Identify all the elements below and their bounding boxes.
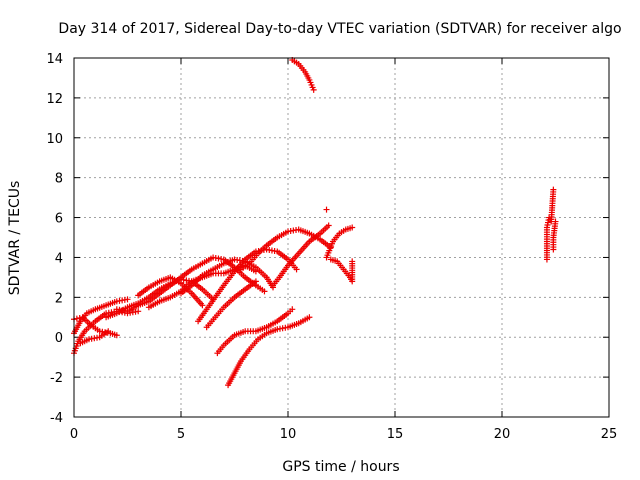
data-point bbox=[552, 218, 559, 225]
x-tick-label: 10 bbox=[280, 427, 297, 442]
data-points bbox=[71, 56, 559, 389]
data-point bbox=[135, 308, 142, 315]
series-track-19 bbox=[543, 186, 559, 263]
x-tick-label: 25 bbox=[601, 427, 618, 442]
y-tick-label: -4 bbox=[50, 411, 63, 426]
y-tick-label: 0 bbox=[55, 331, 63, 346]
data-point bbox=[349, 224, 356, 231]
x-tick-label: 20 bbox=[494, 427, 511, 442]
y-tick-label: 8 bbox=[55, 172, 63, 187]
series-track-12 bbox=[214, 306, 296, 357]
data-point bbox=[124, 296, 131, 303]
series-track-16 bbox=[289, 56, 317, 93]
series-track-13 bbox=[225, 314, 313, 389]
y-tick-label: 6 bbox=[55, 212, 63, 227]
data-point bbox=[261, 288, 268, 295]
y-tick-label: 12 bbox=[46, 92, 63, 107]
series-track-15 bbox=[270, 222, 332, 289]
data-point bbox=[105, 328, 112, 335]
series-track-10 bbox=[195, 246, 300, 325]
plot-frame bbox=[73, 57, 610, 418]
data-point bbox=[306, 314, 313, 321]
data-point bbox=[252, 278, 259, 285]
data-point bbox=[550, 186, 557, 193]
x-axis-label: GPS time / hours bbox=[282, 459, 399, 475]
series-track-11 bbox=[203, 278, 259, 331]
data-point bbox=[293, 266, 300, 273]
series-track-7 bbox=[135, 274, 206, 309]
data-point bbox=[199, 302, 206, 309]
series-track-4 bbox=[77, 328, 112, 347]
data-point bbox=[310, 86, 317, 93]
grid bbox=[74, 58, 609, 417]
chart-title: Day 314 of 2017, Sidereal Day-to-day VTE… bbox=[58, 21, 621, 37]
data-point bbox=[323, 206, 330, 213]
x-tick-label: 0 bbox=[70, 427, 78, 442]
data-point bbox=[73, 315, 80, 322]
x-tick-label: 15 bbox=[387, 427, 404, 442]
y-tick-label: 4 bbox=[55, 251, 63, 266]
data-point bbox=[349, 258, 356, 265]
y-tick-label: 10 bbox=[46, 132, 63, 147]
series-track-17 bbox=[323, 224, 356, 261]
y-tick-label: 2 bbox=[55, 291, 63, 306]
data-point bbox=[113, 332, 120, 339]
series-track-1 bbox=[71, 296, 131, 337]
x-tick-label: 5 bbox=[177, 427, 185, 442]
series-track-18 bbox=[323, 206, 356, 285]
y-tick-label: 14 bbox=[46, 52, 63, 67]
data-point bbox=[325, 222, 332, 229]
data-point bbox=[76, 314, 83, 321]
y-axis-label: SDTVAR / TECUs bbox=[7, 181, 23, 296]
data-point bbox=[289, 306, 296, 313]
y-tick-label: -2 bbox=[50, 371, 63, 386]
